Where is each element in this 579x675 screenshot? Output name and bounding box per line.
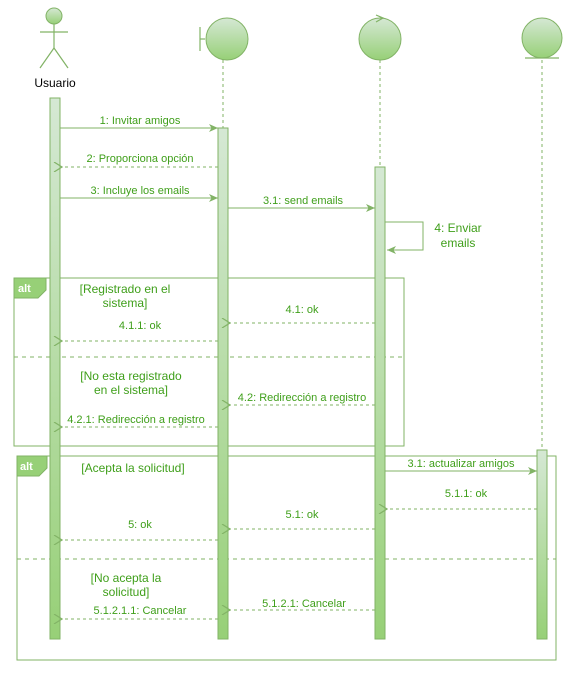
message-label: 5: ok xyxy=(128,519,152,531)
message-label: emails xyxy=(441,236,476,250)
message-label: 3.1: send emails xyxy=(263,195,344,207)
message-label: 4.2.1: Redirección a registro xyxy=(67,414,205,426)
message-label: 5.1.1: ok xyxy=(445,488,488,500)
alt-tag-1: alt xyxy=(18,283,31,295)
guard-registrado-line1: [Registrado en el xyxy=(80,282,171,296)
control-icon[interactable] xyxy=(358,14,402,61)
guard-registrado-line2: sistema] xyxy=(103,296,148,310)
message-label: 3.1: actualizar amigos xyxy=(408,458,515,470)
guard-no-registrado-line2: en el sistema] xyxy=(94,383,168,397)
alt-tag-2: alt xyxy=(20,461,33,473)
message-label: 5.1.2.1.1: Cancelar xyxy=(94,605,187,617)
guard-acepta: [Acepta la solicitud] xyxy=(81,461,184,475)
entity-icon[interactable] xyxy=(521,17,563,59)
message-label: 5.1: ok xyxy=(285,509,319,521)
message-label: 4.1: ok xyxy=(285,304,319,316)
activation-entity xyxy=(536,449,548,640)
message-label: 4.1.1: ok xyxy=(119,320,162,332)
guard-no-acepta-line1: [No acepta la xyxy=(91,571,162,585)
message-label: 5.1.2.1: Cancelar xyxy=(262,598,346,610)
alt-fragment-2 xyxy=(16,455,557,661)
alt-fragment-1 xyxy=(13,277,405,447)
actor-label: Usuario xyxy=(34,76,76,90)
guard-no-registrado-line1: [No esta registrado xyxy=(80,369,182,383)
message-label: 4: Enviar xyxy=(434,221,481,235)
boundary-icon[interactable] xyxy=(199,17,249,61)
actor-stick-figure-icon[interactable] xyxy=(39,7,69,69)
message-label: 3: Incluye los emails xyxy=(90,185,190,197)
guard-no-acepta-line2: solicitud] xyxy=(103,585,150,599)
activation-boundary xyxy=(217,127,229,640)
message-label: 4.2: Redirección a registro xyxy=(238,392,366,404)
activation-control xyxy=(374,166,386,640)
activation-actor xyxy=(49,97,61,640)
message-enviar-emails-self xyxy=(385,221,424,254)
message-label: 2: Proporciona opción xyxy=(86,153,193,165)
message-label: 1: Invitar amigos xyxy=(100,115,181,127)
